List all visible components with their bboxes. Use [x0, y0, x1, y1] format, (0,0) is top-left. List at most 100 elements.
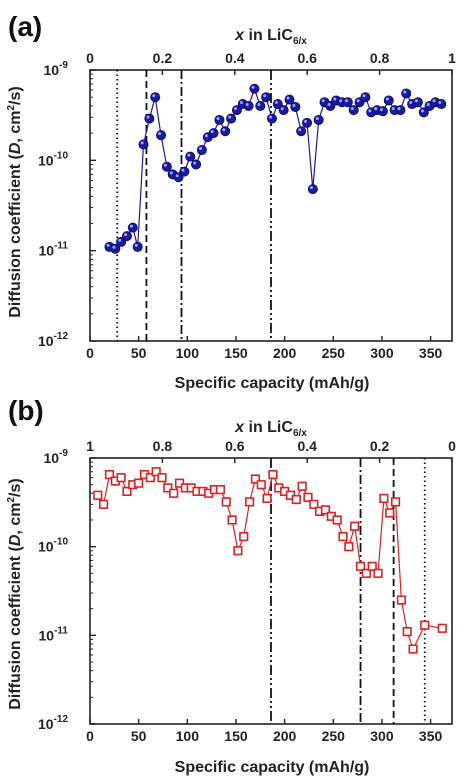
panel-b-data-point	[227, 515, 237, 525]
panel-b-data-point	[291, 494, 301, 505]
panel-a-ylabel-tail: /s)	[7, 86, 24, 105]
panel-a-data-point-highlight	[106, 243, 110, 247]
panel-a-data-point-highlight	[175, 174, 179, 178]
panel-a-data-point	[377, 106, 388, 117]
panel-a-data-point-highlight	[415, 99, 419, 103]
panel-a-data-point	[278, 105, 289, 116]
panel-a-data-point-highlight	[245, 102, 249, 106]
panel-a-data-point-highlight	[420, 109, 424, 113]
panel-a-data-point-highlight	[403, 90, 407, 94]
panel-b-x-tick-label: 0	[86, 728, 94, 744]
panel-b-data-point	[99, 499, 109, 509]
panel-a-data-point-highlight	[391, 107, 395, 111]
panel-a-data-point-highlight	[257, 102, 261, 106]
panel-a-data-point	[249, 83, 260, 94]
panel-a-data-point	[144, 113, 155, 124]
panel-a-data-point	[220, 126, 231, 137]
panel-a-data-point	[243, 100, 254, 111]
panel-a-data-point	[127, 222, 138, 233]
panel-a-data-point-highlight	[409, 101, 413, 105]
panel-a-data-point-highlight	[339, 99, 343, 103]
panel-b-data-point	[367, 561, 377, 571]
panel-a-data-point-highlight	[304, 119, 308, 123]
panel-a-x-tick-label: 0	[86, 345, 94, 361]
panel-b-top-axis-label: x in LiC6/x	[234, 419, 307, 439]
panel-b-top-axis-symbol: x	[234, 419, 245, 436]
panel-b-data-point	[396, 595, 406, 605]
panel-b-ylabel-exp: 2	[6, 497, 17, 503]
panel-b-top-tick-label: 0.6	[225, 438, 245, 454]
panel-a-data-point-highlight	[112, 245, 116, 249]
panel-a-data-point	[156, 130, 167, 141]
panel-a-y-tick-label: 10-12	[38, 331, 68, 349]
panel-a-y-tick-base: 10	[38, 152, 54, 168]
panel-b-top-tick-label: 0.4	[297, 438, 317, 454]
panel-a-data-point-highlight	[350, 107, 354, 111]
panel-b-ylabel-text: Diffusion coefficient (	[7, 545, 24, 709]
panel-a-data-point-highlight	[274, 101, 278, 105]
panel-b-y-tick-label: 10-9	[44, 448, 69, 466]
panel-a-data-point	[360, 92, 371, 103]
panel-a-data-point	[226, 113, 237, 124]
panel-a-data-point-highlight	[187, 153, 191, 157]
panel-b-data-point	[320, 505, 331, 515]
panel-b-label: (b)	[8, 395, 44, 426]
panel-a-top-tick-label: 0.2	[153, 50, 173, 66]
panel-a-data-point-highlight	[169, 171, 173, 175]
panel-a-data-point-highlight	[134, 243, 138, 247]
panel-b: (b) x in LiC6/x Specific capacity (mAh/g…	[6, 395, 456, 776]
panel-a-data-point-highlight	[263, 94, 267, 98]
panel-a-data-point-highlight	[380, 108, 384, 112]
panel-a-ylabel-unit: , cm	[7, 111, 24, 143]
panel-b-data-point	[93, 490, 103, 500]
panel-b-top-tick-label: 0.2	[370, 438, 390, 454]
panel-b-data-point	[303, 492, 313, 502]
panel-a-data-point	[191, 159, 202, 170]
panel-a-data-point-highlight	[280, 107, 284, 111]
panel-a-data-point	[196, 145, 207, 156]
panel-a-data-point-highlight	[374, 107, 378, 111]
panel-a-data-point-highlight	[124, 233, 128, 237]
panel-b-top-tick-label: 0.8	[153, 438, 173, 454]
panel-a-data-point	[307, 184, 318, 195]
panel-a-data-point	[255, 100, 266, 111]
panel-b-data-point	[309, 499, 319, 509]
panel-a-data-point-highlight	[216, 116, 220, 120]
panel-a-x-tick-label: 50	[131, 345, 147, 361]
panel-b-data-point	[402, 627, 412, 637]
panel-b-data-point	[221, 497, 231, 507]
panel-b-ylabel-tail: /s)	[7, 478, 24, 497]
panel-b-data-point	[350, 521, 360, 531]
panel-a-x-tick-label: 100	[176, 345, 200, 361]
panel-b-data-point	[145, 473, 155, 483]
panel-b-x-tick-label: 50	[131, 728, 147, 744]
panel-a-data-point-highlight	[158, 132, 162, 136]
panel-b-data-point	[256, 480, 266, 490]
panel-b-ylabel-symbol: D	[7, 534, 24, 546]
panel-a-top-tick-label: 0.6	[297, 50, 317, 66]
panel-a-data-point	[436, 99, 447, 110]
panel-b-data-point	[408, 644, 418, 654]
panel-a-data-point	[383, 95, 394, 106]
panel-a-top-axis-label: x in LiC6/x	[234, 27, 307, 47]
panel-b-data-point	[250, 474, 261, 484]
panel-b-data-point	[215, 485, 225, 495]
panel-a-top-axis-symbol: x	[234, 27, 245, 44]
panel-b-data-point	[174, 478, 185, 488]
panel-a-data-point-highlight	[118, 238, 122, 242]
panel-b-x-tick-label: 200	[273, 728, 297, 744]
panel-a-y-tick-label: 10-11	[39, 241, 69, 259]
panel-a-data-point	[296, 126, 307, 137]
panel-a-data-point	[261, 92, 272, 103]
panel-b-data-point	[437, 623, 447, 633]
panel-a-data-point	[138, 139, 149, 150]
panel-a-data-point-highlight	[193, 161, 197, 165]
panel-a-data-point-highlight	[368, 109, 372, 113]
panel-a-y-tick-base: 10	[38, 333, 54, 349]
panel-a-x-tick-label: 150	[224, 345, 248, 361]
panel-a-y-tick-exponent: -10	[54, 150, 69, 161]
panel-a-data-point-highlight	[438, 101, 442, 105]
panel-a-data-point	[412, 97, 423, 108]
panel-b-y-tick-base: 10	[44, 450, 60, 466]
